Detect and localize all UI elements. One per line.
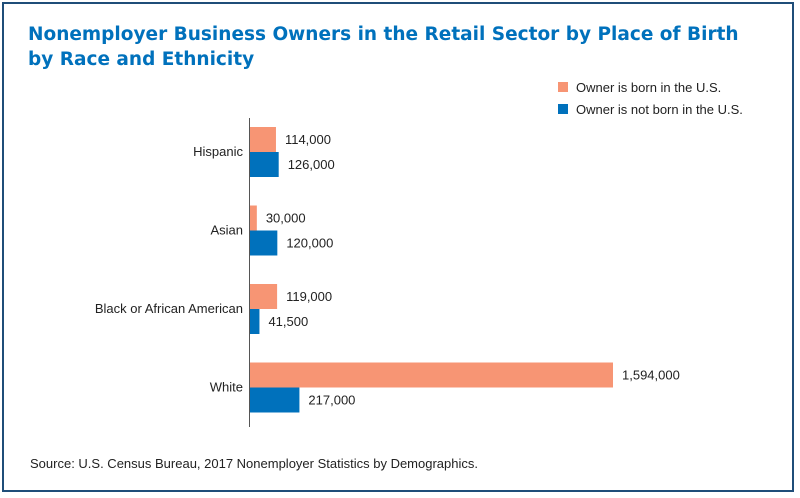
category-label-black-or-african-american: Black or African American [95, 301, 243, 316]
bar-asian-not-born-us [250, 230, 278, 256]
bar-hispanic-not-born-us [250, 152, 279, 177]
bar-hispanic-born-us [250, 127, 276, 152]
bar-asian-born-us [250, 205, 257, 231]
bar-white-not-born-us [250, 387, 300, 413]
category-label-asian: Asian [210, 223, 243, 238]
data-label-black-or-african-american-not-born-us: 41,500 [268, 314, 308, 329]
category-label-white: White [210, 380, 243, 395]
category-label-hispanic: Hispanic [193, 144, 243, 159]
chart-frame [2, 2, 794, 492]
source-note: Source: U.S. Census Bureau, 2017 Nonempl… [30, 456, 478, 471]
data-label-hispanic-born-us: 114,000 [285, 132, 331, 147]
legend-swatch-born-us [558, 82, 568, 92]
data-label-asian-not-born-us: 120,000 [286, 236, 333, 251]
bar-black-or-african-american-born-us [250, 284, 278, 309]
bar-black-or-african-american-not-born-us [250, 309, 260, 334]
data-label-black-or-african-american-born-us: 119,000 [286, 289, 332, 304]
legend-item-not-born-us: Owner is not born in the U.S. [558, 98, 743, 120]
legend-item-born-us: Owner is born in the U.S. [558, 76, 743, 98]
chart-title: Nonemployer Business Owners in the Retai… [28, 22, 748, 72]
legend-swatch-not-born-us [558, 104, 568, 114]
data-label-hispanic-not-born-us: 126,000 [288, 157, 335, 172]
chart-title-line-2: by Race and Ethnicity [28, 49, 255, 70]
chart-title-line-1: Nonemployer Business Owners in the Retai… [28, 24, 739, 45]
bars-group: Hispanic 114,000 126,000 Asian 30,000 120,000… [95, 127, 680, 413]
data-label-asian-born-us: 30,000 [266, 211, 306, 226]
legend-label-not-born-us: Owner is not born in the U.S. [576, 101, 743, 117]
data-label-white-not-born-us: 217,000 [308, 393, 355, 408]
legend: Owner is born in the U.S. Owner is not b… [558, 76, 743, 120]
legend-label-born-us: Owner is born in the U.S. [576, 79, 722, 95]
bar-white-born-us [250, 362, 613, 388]
data-label-white-born-us: 1,594,000 [622, 368, 680, 383]
